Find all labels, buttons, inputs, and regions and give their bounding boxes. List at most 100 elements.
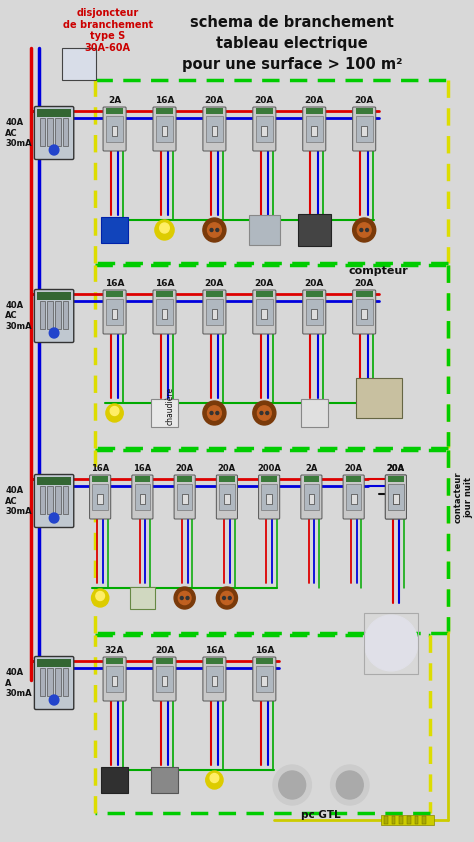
Bar (162, 309, 167, 319)
Text: schema de branchement
tableau electrique
pour une surface > 100 m²: schema de branchement tableau electrique… (182, 15, 402, 72)
Text: 2A: 2A (108, 96, 121, 105)
Circle shape (155, 220, 174, 240)
Bar (63, 668, 68, 696)
Text: 20A: 20A (355, 96, 374, 105)
FancyBboxPatch shape (353, 107, 376, 151)
Text: 20A: 20A (175, 464, 194, 473)
Bar (106, 108, 123, 114)
Bar (224, 494, 230, 504)
FancyBboxPatch shape (103, 657, 126, 701)
Circle shape (210, 228, 213, 232)
FancyBboxPatch shape (203, 107, 226, 151)
Circle shape (208, 223, 221, 237)
Text: 16A: 16A (155, 96, 174, 105)
Bar (135, 484, 150, 510)
FancyBboxPatch shape (253, 107, 276, 151)
Bar (206, 299, 223, 325)
Bar (356, 116, 373, 142)
Text: compteur: compteur (349, 266, 409, 276)
Bar (262, 309, 267, 319)
Bar (219, 484, 235, 510)
Bar (63, 118, 68, 146)
Text: 40A
AC
30mA: 40A AC 30mA (5, 486, 32, 516)
Text: 20A: 20A (155, 646, 174, 655)
Text: 20A: 20A (387, 464, 405, 473)
Text: 40A
AC
30mA: 40A AC 30mA (5, 301, 32, 331)
Circle shape (178, 591, 191, 605)
Bar (106, 299, 123, 325)
Bar (393, 494, 399, 504)
Bar (407, 816, 411, 824)
Circle shape (253, 401, 276, 425)
Text: 20A: 20A (387, 464, 405, 473)
Bar (156, 291, 173, 297)
FancyBboxPatch shape (216, 475, 237, 519)
Bar (112, 309, 118, 319)
Bar (40, 301, 46, 329)
Bar (249, 215, 280, 245)
Text: 20A: 20A (255, 96, 274, 105)
Text: 20A: 20A (355, 279, 374, 288)
Bar (361, 309, 367, 319)
Bar (255, 666, 273, 692)
Circle shape (106, 404, 123, 422)
Text: 20A: 20A (305, 96, 324, 105)
Bar (311, 126, 317, 136)
Text: 16A: 16A (155, 279, 174, 288)
Circle shape (216, 228, 219, 232)
Bar (255, 116, 273, 142)
Circle shape (220, 591, 233, 605)
FancyBboxPatch shape (303, 290, 326, 334)
Circle shape (228, 596, 231, 600)
Bar (211, 126, 217, 136)
Bar (112, 126, 118, 136)
Text: chaudière: chaudière (166, 387, 175, 425)
Bar (47, 118, 53, 146)
Text: contacteur
jour nuit: contacteur jour nuit (454, 472, 473, 523)
Bar (62, 48, 96, 80)
Bar (92, 484, 108, 510)
Text: pc GTL: pc GTL (301, 810, 341, 820)
Circle shape (110, 407, 119, 415)
Bar (306, 116, 323, 142)
Bar (106, 658, 123, 664)
Bar (47, 486, 53, 514)
Text: 20A: 20A (305, 279, 324, 288)
Bar (106, 666, 123, 692)
Circle shape (360, 228, 363, 232)
Bar (63, 486, 68, 514)
Bar (40, 668, 46, 696)
Circle shape (210, 774, 219, 782)
Text: 20A: 20A (218, 464, 236, 473)
Text: 40A
AC
30mA: 40A AC 30mA (5, 118, 32, 148)
Bar (37, 109, 72, 117)
FancyBboxPatch shape (203, 657, 226, 701)
FancyBboxPatch shape (253, 290, 276, 334)
FancyBboxPatch shape (259, 475, 280, 519)
Bar (106, 291, 123, 297)
Bar (388, 476, 403, 482)
Bar (356, 108, 373, 114)
Bar (346, 484, 361, 510)
Circle shape (49, 328, 59, 338)
Circle shape (96, 591, 104, 600)
Bar (101, 217, 128, 243)
FancyBboxPatch shape (203, 290, 226, 334)
Bar (255, 291, 273, 297)
FancyBboxPatch shape (103, 290, 126, 334)
Bar (55, 301, 61, 329)
Bar (106, 116, 123, 142)
FancyBboxPatch shape (153, 290, 176, 334)
Circle shape (223, 596, 226, 600)
Circle shape (180, 596, 183, 600)
Bar (55, 118, 61, 146)
Bar (156, 299, 173, 325)
Circle shape (260, 412, 263, 414)
Bar (262, 476, 277, 482)
Circle shape (337, 771, 363, 799)
Text: disjoncteur
de branchement
type S
30A-60A: disjoncteur de branchement type S 30A-60… (63, 8, 153, 53)
Circle shape (206, 771, 223, 789)
Bar (55, 486, 61, 514)
Bar (309, 494, 314, 504)
Circle shape (49, 695, 59, 705)
